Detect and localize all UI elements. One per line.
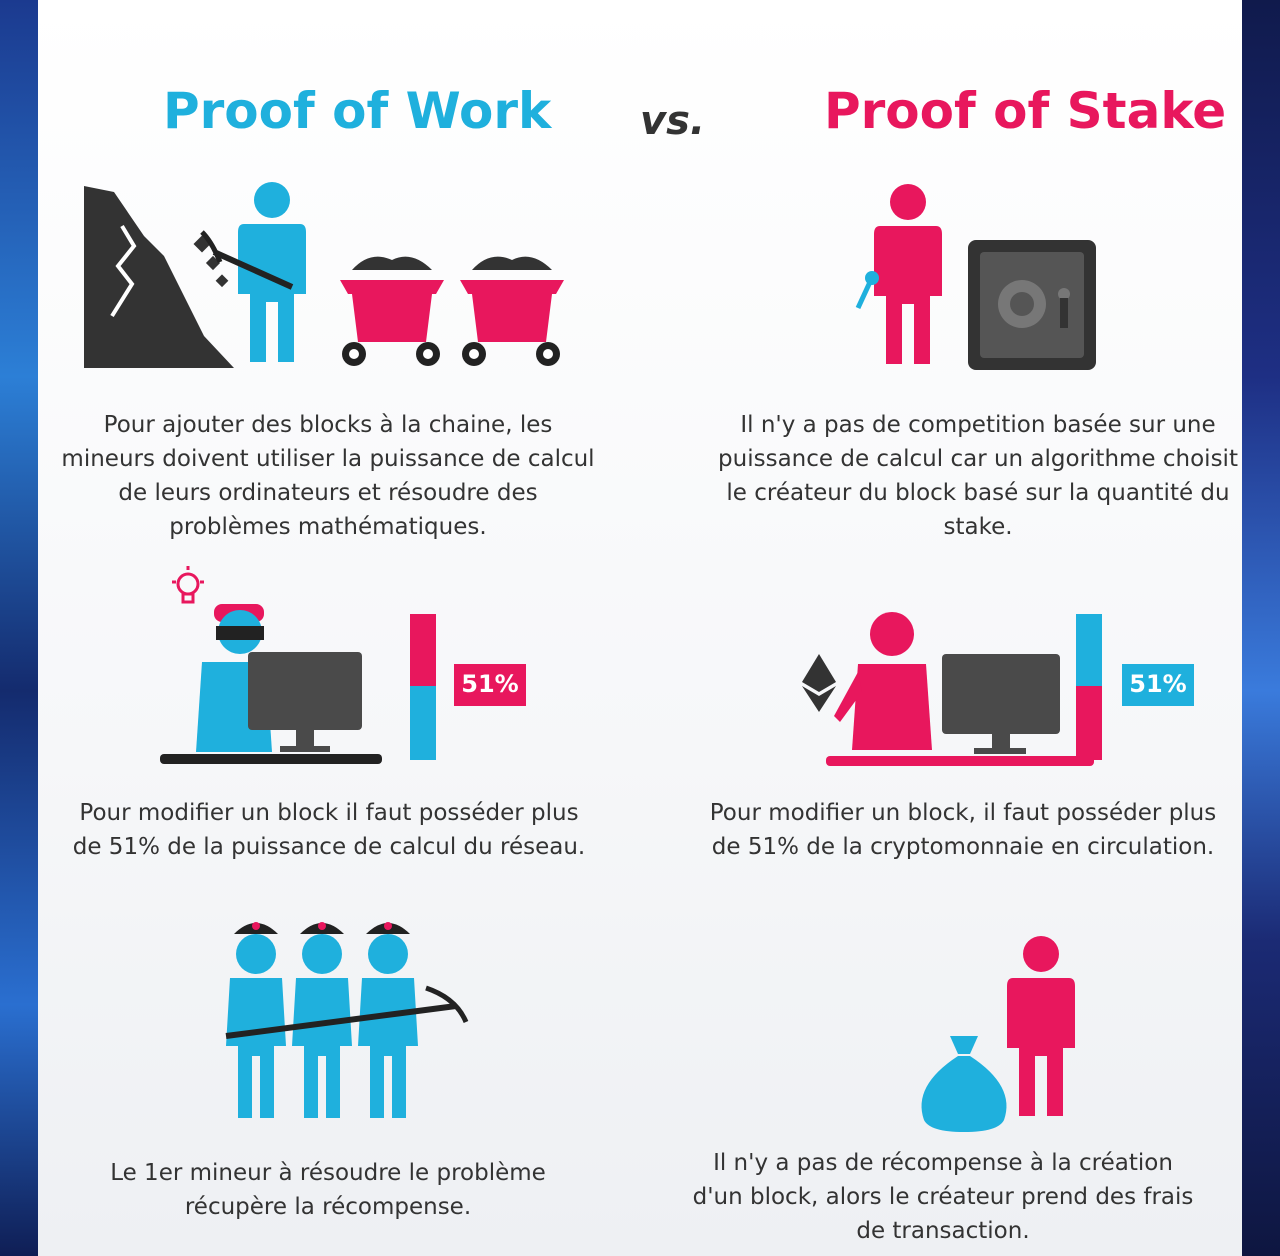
vs-label: vs. xyxy=(640,98,706,144)
pow-majority-badge: 51% xyxy=(454,664,526,706)
ethereum-icon xyxy=(802,654,836,712)
rock-icon xyxy=(84,186,234,368)
background-right xyxy=(1240,0,1280,1256)
safe-icon xyxy=(968,240,1096,370)
lightbulb-icon xyxy=(172,566,204,604)
miners-group-icon xyxy=(225,922,469,1118)
pow-majority-label: 51% xyxy=(461,670,519,698)
money-bag-icon xyxy=(921,1036,1007,1132)
mine-cart-icon xyxy=(340,256,444,366)
pow-description-reward: Le 1er mineur à résoudre le problème réc… xyxy=(110,1160,546,1220)
creator-person-icon xyxy=(1007,936,1075,1116)
computer-monitor-icon xyxy=(826,654,1094,766)
infographic-panel: Proof of Work vs. Proof of Stake xyxy=(38,0,1242,1256)
pos-majority-badge: 51% xyxy=(1122,664,1194,706)
pos-description-selection: Il n'y a pas de competition basée sur un… xyxy=(718,412,1238,540)
pos-description-attack: Pour modifier un block, il faut posséder… xyxy=(709,800,1217,860)
pow-description-attack: Pour modifier un block il faut posséder … xyxy=(72,800,586,860)
pos-description-fees: Il n'y a pas de récompense à la création… xyxy=(692,1150,1194,1244)
miner-person-icon xyxy=(200,182,306,362)
mine-cart-icon xyxy=(460,256,564,366)
majority-bar-icon xyxy=(410,614,436,760)
computer-monitor-icon xyxy=(160,652,382,764)
background-left xyxy=(0,0,40,1256)
pos-majority-label: 51% xyxy=(1129,670,1187,698)
majority-bar-icon xyxy=(1076,614,1102,760)
validator-person-icon xyxy=(834,612,932,750)
pow-title: Proof of Work xyxy=(163,82,552,140)
stakeholder-person-icon xyxy=(855,184,942,364)
pow-description-mining: Pour ajouter des blocks à la chaine, les… xyxy=(61,412,595,540)
pos-title: Proof of Stake xyxy=(824,82,1227,140)
